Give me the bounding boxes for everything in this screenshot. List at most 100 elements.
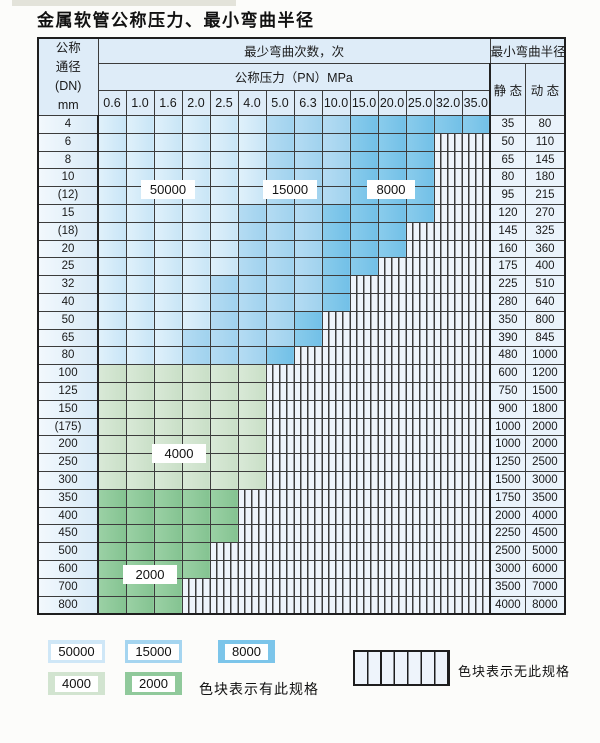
spec-cell <box>237 275 267 294</box>
no-spec-cell <box>405 221 435 241</box>
no-spec-cell <box>293 470 323 490</box>
header-row-2: 公称压力（PN）MPa 静 态 动 态 <box>38 62 566 116</box>
spec-cell <box>293 239 323 259</box>
no-spec-cell <box>405 435 435 455</box>
pressure-col-header: 2.5 <box>209 90 239 116</box>
spec-cell <box>97 381 127 401</box>
no-spec-cell <box>433 203 463 223</box>
spec-cell <box>125 310 155 330</box>
no-spec-cell <box>461 488 491 508</box>
no-spec-cell <box>433 292 463 312</box>
scan-artifact-strip <box>12 0 236 6</box>
no-spec-cell <box>461 221 491 241</box>
spec-cell <box>97 595 127 615</box>
spec-cell <box>237 203 267 223</box>
spec-cell <box>181 381 211 401</box>
dn-cell: 600 <box>37 559 99 579</box>
dynamic-radius-cell: 510 <box>524 275 566 294</box>
pressure-header: 公称压力（PN）MPa <box>97 62 491 91</box>
spec-cell <box>349 257 379 277</box>
dynamic-radius-cell: 180 <box>524 168 566 188</box>
no-spec-cell <box>321 595 351 615</box>
no-spec-cell <box>405 364 435 383</box>
cycles-label-4000: 4000 <box>152 444 206 463</box>
legend-swatch-8000: 8000 <box>218 640 275 663</box>
spec-cell <box>321 203 351 223</box>
no-spec-cell <box>293 435 323 455</box>
spec-cell <box>153 239 183 259</box>
no-spec-cell <box>405 275 435 294</box>
dynamic-radius-cell: 2000 <box>524 435 566 455</box>
no-spec-cell <box>461 506 491 526</box>
no-spec-cell <box>405 595 435 615</box>
no-spec-cell <box>461 310 491 330</box>
dynamic-radius-cell: 3000 <box>524 470 566 490</box>
spec-cell <box>265 221 295 241</box>
no-spec-cell <box>461 542 491 561</box>
spec-cell <box>321 292 351 312</box>
no-spec-cell <box>209 595 239 615</box>
spec-cell <box>237 257 267 277</box>
spec-cell <box>125 470 155 490</box>
spec-cell <box>97 115 127 134</box>
legend-swatch-50000: 50000 <box>48 640 105 663</box>
no-spec-cell <box>237 595 267 615</box>
no-spec-cell <box>433 132 463 152</box>
spec-cell <box>153 292 183 312</box>
spec-cell <box>97 506 127 526</box>
cycles-label-2000: 2000 <box>123 565 177 584</box>
spec-cell <box>377 150 407 170</box>
legend-swatch-no-spec <box>353 650 450 686</box>
no-spec-cell <box>461 435 491 455</box>
spec-cell <box>97 542 127 561</box>
static-radius-cell: 3000 <box>489 559 526 579</box>
spec-cell <box>265 115 295 134</box>
dn-cell: 700 <box>37 577 99 597</box>
dynamic-radius-cell: 3500 <box>524 488 566 508</box>
spec-cell <box>209 292 239 312</box>
dynamic-radius-cell: 145 <box>524 150 566 170</box>
spec-cell <box>97 417 127 437</box>
no-spec-cell <box>405 488 435 508</box>
no-spec-cell <box>377 453 407 472</box>
dn-cell: 800 <box>37 595 99 615</box>
spec-cell <box>125 488 155 508</box>
spec-cell <box>97 186 127 205</box>
static-radius-cell: 1750 <box>489 488 526 508</box>
spec-cell <box>97 346 127 366</box>
no-spec-cell <box>321 524 351 544</box>
spec-cell <box>97 221 127 241</box>
spec-cell <box>125 257 155 277</box>
no-spec-cell <box>405 399 435 419</box>
no-spec-cell <box>209 542 239 561</box>
spec-cell <box>153 310 183 330</box>
no-spec-cell <box>405 239 435 259</box>
spec-cell <box>265 132 295 152</box>
spec-cell <box>209 150 239 170</box>
no-spec-cell <box>461 132 491 152</box>
static-radius-cell: 390 <box>489 328 526 348</box>
spec-cell <box>125 239 155 259</box>
pressure-col-header: 2.0 <box>181 90 211 116</box>
no-spec-cell <box>461 150 491 170</box>
spec-cell <box>321 115 351 134</box>
spec-cell <box>153 275 183 294</box>
spec-cell <box>125 328 155 348</box>
legend-note-absent: 色块表示无此规格 <box>458 664 571 679</box>
no-spec-cell <box>405 524 435 544</box>
spec-cell <box>237 417 267 437</box>
dynamic-radius-cell: 845 <box>524 328 566 348</box>
static-radius-cell: 900 <box>489 399 526 419</box>
spec-cell <box>209 203 239 223</box>
no-spec-cell <box>181 595 211 615</box>
spec-cell <box>125 524 155 544</box>
spec-cell <box>293 115 323 134</box>
no-spec-cell <box>265 470 295 490</box>
spec-cell <box>125 292 155 312</box>
no-spec-cell <box>265 435 295 455</box>
legend-swatch-label: 4000 <box>55 675 98 692</box>
no-spec-cell <box>433 275 463 294</box>
radius-header: 最小弯曲半径 <box>489 37 566 64</box>
spec-cell <box>293 328 323 348</box>
no-spec-cell <box>377 488 407 508</box>
